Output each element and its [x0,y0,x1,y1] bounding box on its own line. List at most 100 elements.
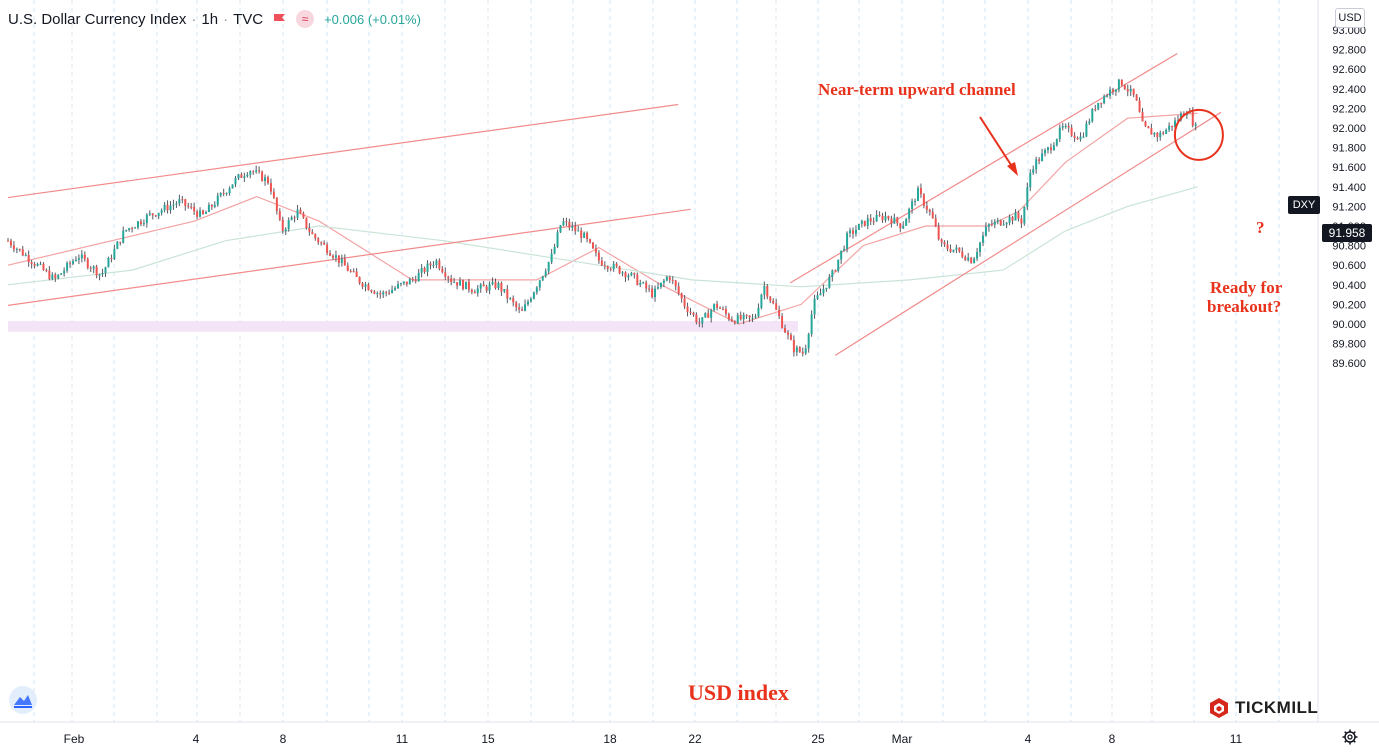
channel-line-4 [834,111,1222,356]
candle-body [908,208,911,219]
candle [450,274,453,286]
candle-body [984,226,987,236]
candle-body [922,194,925,206]
candle [326,242,329,256]
candle-body [1085,123,1088,137]
candle-body [798,347,801,352]
candle-body [710,310,713,318]
candle [136,220,139,230]
wave-icon[interactable]: ≈ [296,10,315,28]
symbol-name[interactable]: U.S. Dollar Currency Index [8,10,187,28]
candle-body [54,274,57,279]
candle [615,262,618,268]
candle-body [107,257,110,268]
axis-currency-button[interactable]: USD [1335,8,1365,28]
candle-body [346,265,349,271]
candle-body [751,317,754,319]
gear-icon[interactable] [1342,729,1358,745]
candle [252,170,255,175]
candle [532,291,535,300]
candle-body [284,229,287,231]
candle [432,261,435,269]
candle-body [937,226,940,240]
candle [869,214,872,226]
candle [1111,87,1114,96]
candle-body [110,257,113,259]
candle [57,274,60,280]
candle [367,282,370,291]
candle [748,315,751,322]
candle-body [172,204,175,206]
candle-body [535,287,538,293]
candle-body [323,242,326,245]
candle-body [1017,212,1020,219]
candle [435,258,438,269]
candle [586,231,589,243]
candle [15,247,18,254]
candle [580,227,583,243]
candle [1055,138,1058,147]
candle [1073,132,1076,142]
candle [1129,85,1132,96]
candle [863,220,866,227]
candle-body [562,221,565,226]
candle [612,261,615,272]
candle [509,297,512,301]
candle-body [742,314,745,320]
candle [778,305,781,320]
candle [515,300,518,312]
candle-body [1002,224,1005,226]
candle [665,275,668,282]
candle [1117,78,1120,93]
candle [866,214,869,230]
candle [934,214,937,228]
candle-body [600,260,603,266]
candle [334,250,337,262]
candle [621,271,624,277]
candle [683,295,686,310]
candle-body [934,218,937,227]
candle-body [648,288,651,290]
candle-body [866,218,869,226]
candle [999,219,1002,227]
candle [1085,120,1088,138]
x-tick-label: 8 [1109,732,1116,746]
candle-body [849,230,852,234]
candle [798,346,801,353]
candle-body [792,340,795,353]
candle [662,278,665,287]
interval-label[interactable]: 1h [201,10,219,28]
candle [370,289,373,294]
candle-body [831,270,834,278]
candle [804,344,807,356]
candle [556,229,559,249]
candle-body [659,282,662,288]
candle-body [603,265,606,267]
candle-body [355,271,358,277]
candle-body [222,193,225,195]
flag-icon[interactable] [273,13,286,25]
candle [878,211,881,217]
candle-body [255,170,258,172]
candle-body [470,289,473,292]
candle [399,282,402,287]
candle-body [391,289,394,294]
y-tick-label: 90.200 [1332,299,1366,311]
candle [441,266,444,274]
candle [27,250,30,267]
candle-body [730,319,733,322]
candle [984,222,987,237]
candle [775,298,778,311]
tradingview-logo-icon[interactable] [9,686,37,714]
candle [376,291,379,298]
candle [931,208,934,219]
candle [426,260,429,277]
candle-body [813,298,816,315]
candle-body [414,279,417,282]
candle-body [51,274,54,280]
candle [606,265,609,272]
candle [680,292,683,303]
candle [594,244,597,257]
